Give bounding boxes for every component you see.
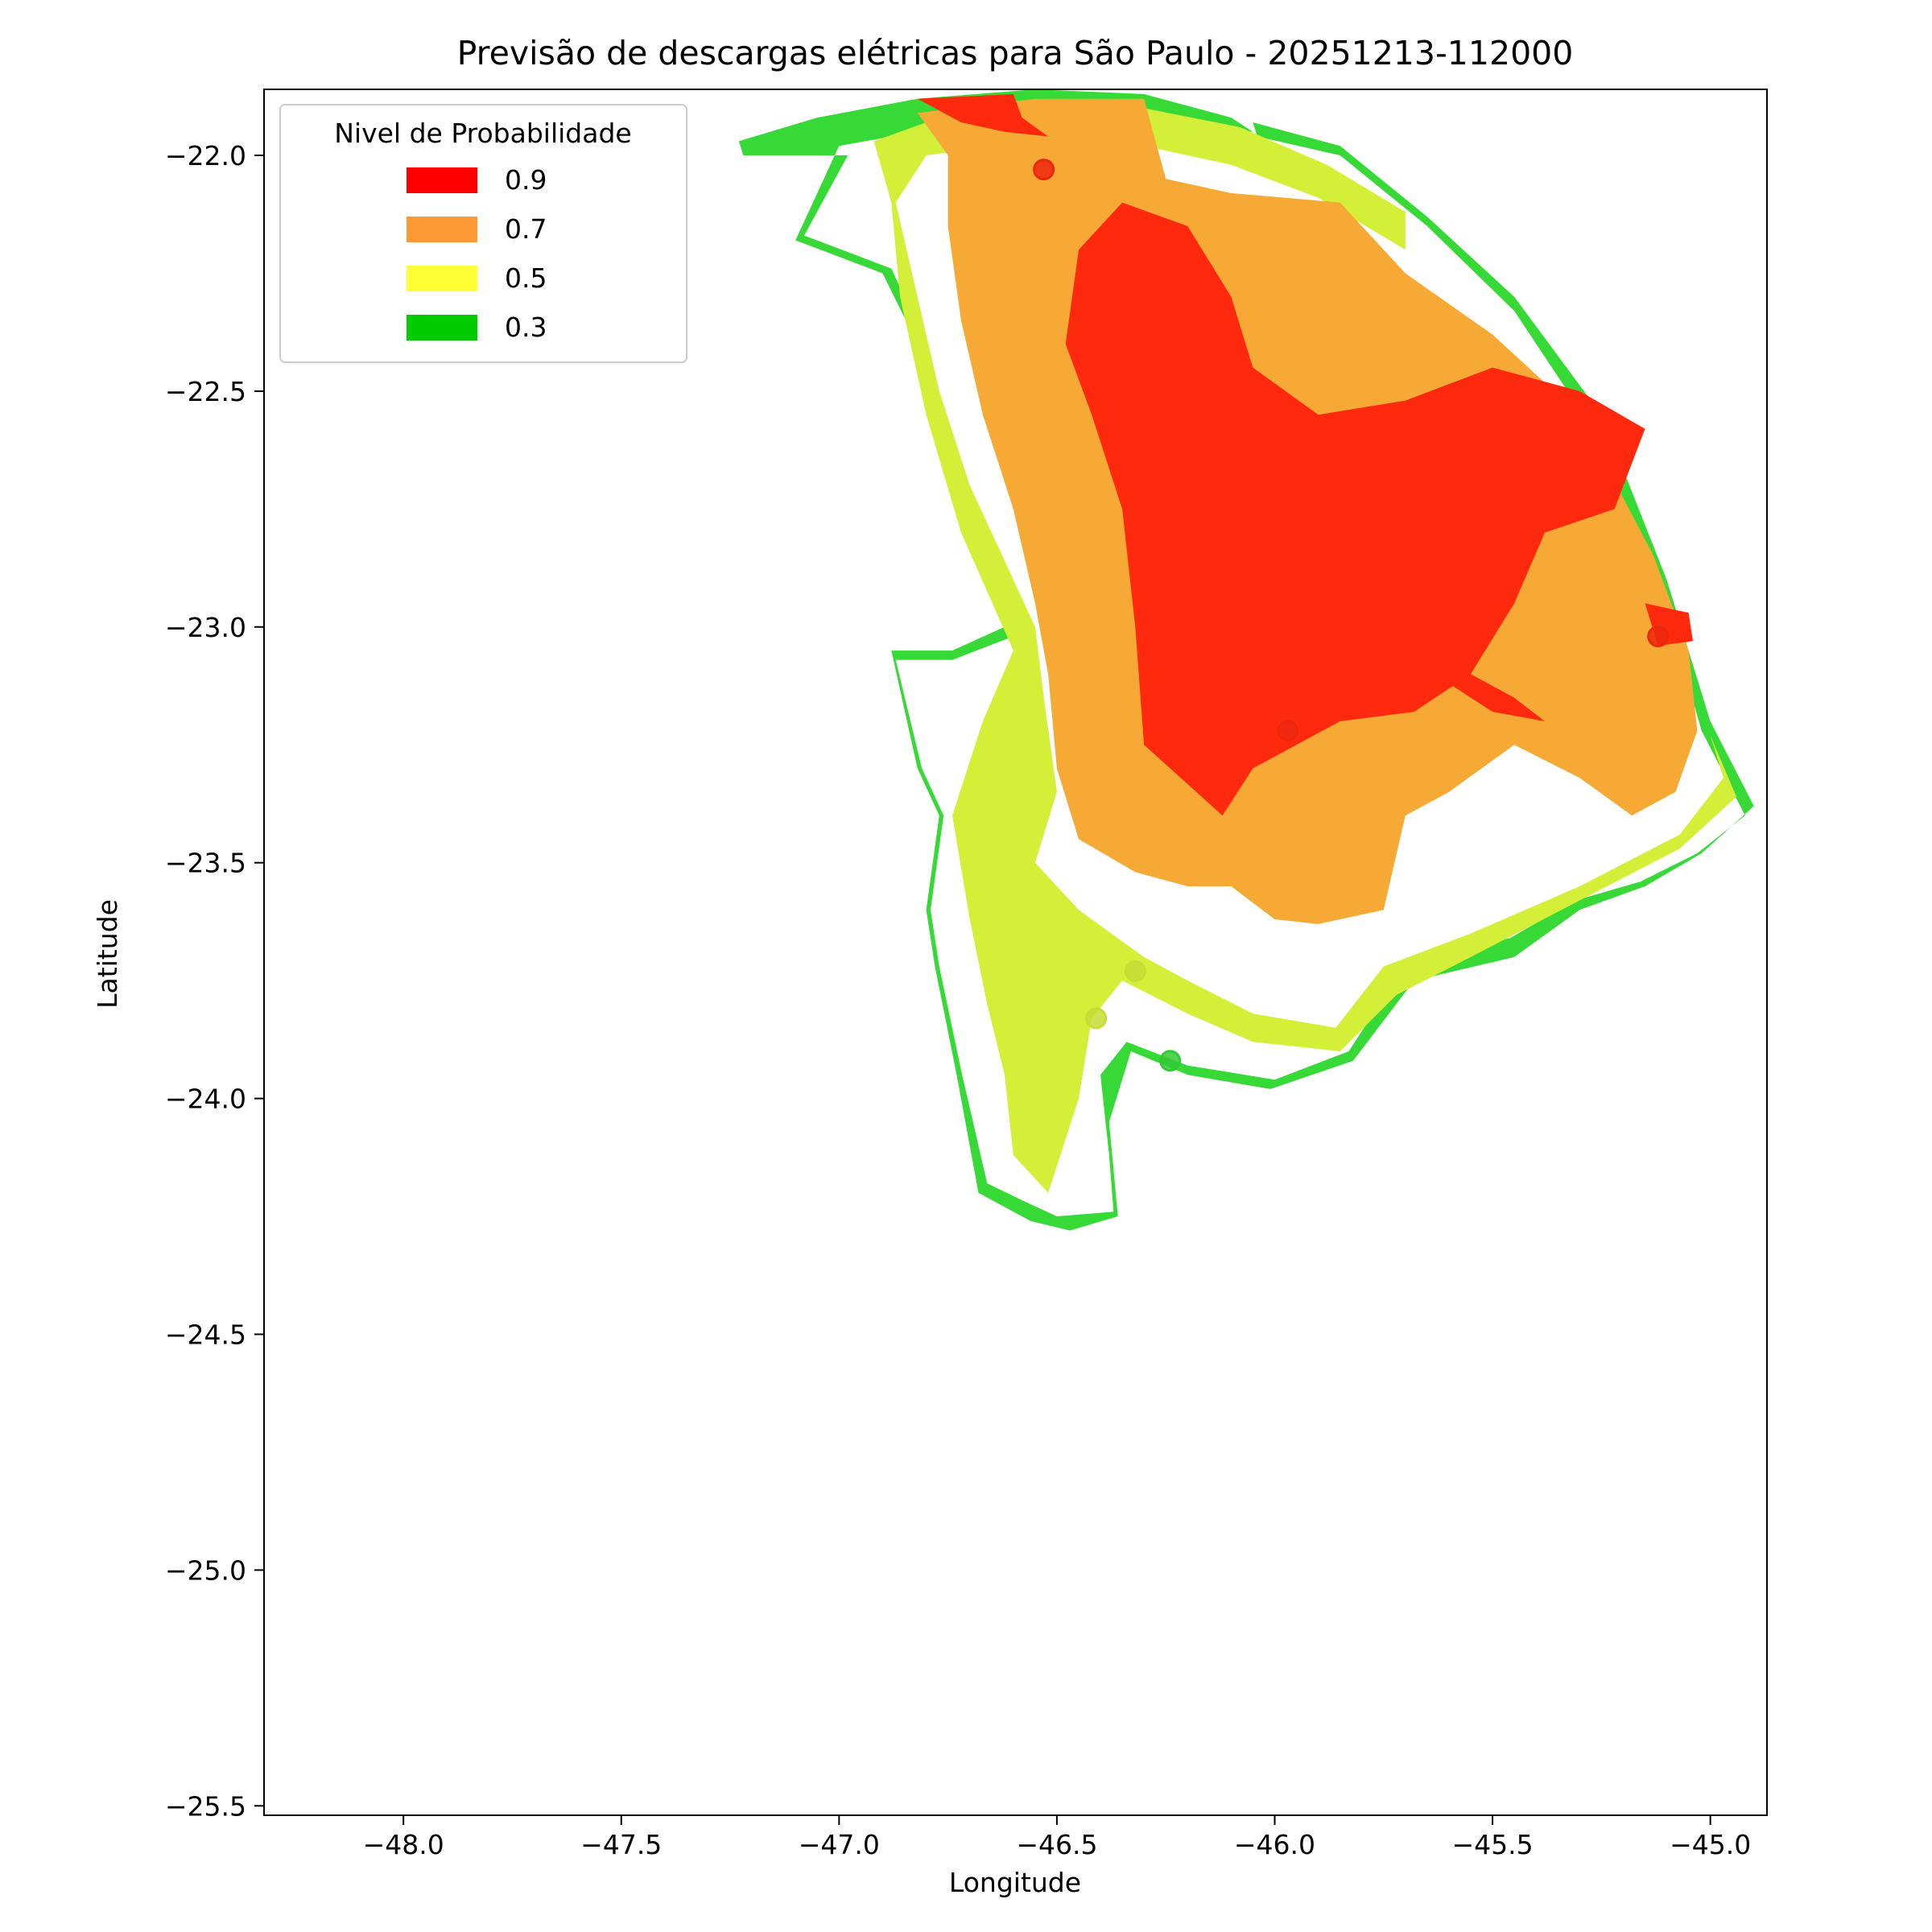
region-09-3 [1440, 650, 1545, 721]
legend-box [279, 104, 687, 363]
y-tick-label-1: −22.5 [165, 376, 246, 407]
region-09-1 [1065, 202, 1645, 816]
x-axis-label: Longitude [949, 1867, 1081, 1898]
markers [1033, 159, 1670, 1072]
x-tick-label-2: −47.0 [799, 1829, 880, 1860]
legend-label-05: 0.5 [505, 262, 547, 294]
x-tick-label-4: −46.0 [1234, 1829, 1315, 1860]
y-axis-label: Latitude [92, 899, 123, 1009]
region-05-0 [873, 108, 1737, 1193]
region-03-0 [738, 89, 1754, 1231]
legend-label-03: 0.3 [505, 312, 547, 343]
y-tick-label-3: −23.5 [165, 848, 246, 879]
legend-swatch-03 [407, 315, 477, 341]
marker-3 [1124, 960, 1146, 982]
legend-swatch-09 [407, 167, 477, 193]
legend-title: Nivel de Probabilidade [334, 118, 631, 149]
legend-label-07: 0.7 [505, 213, 547, 245]
probability-regions [738, 89, 1754, 1231]
x-tick-label-0: −48.0 [363, 1829, 444, 1860]
y-tick-label-6: −25.0 [165, 1554, 246, 1586]
y-tick-label-7: −25.5 [165, 1790, 246, 1822]
legend-swatch-07 [407, 217, 477, 242]
marker-4 [1085, 1007, 1108, 1030]
legend-swatch-05 [407, 266, 477, 291]
marker-1 [1277, 720, 1299, 742]
legend: Nivel de Probabilidade 0.9 0.7 0.5 0.3 [279, 104, 687, 363]
y-tick-label-5: −24.5 [165, 1319, 246, 1350]
marker-2 [1647, 625, 1670, 648]
x-tick-label-3: −46.5 [1016, 1829, 1097, 1860]
x-axis: −48.0 −47.5 −47.0 −46.5 −46.0 −45.5 −45.0 [363, 1815, 1751, 1860]
x-tick-label-6: −45.0 [1670, 1829, 1751, 1860]
marker-5 [1159, 1050, 1182, 1072]
y-tick-label-0: −22.0 [165, 140, 246, 171]
y-tick-label-4: −24.0 [165, 1084, 246, 1115]
legend-label-09: 0.9 [505, 164, 547, 196]
x-tick-label-1: −47.5 [580, 1829, 662, 1860]
y-axis: −22.0 −22.5 −23.0 −23.5 −24.0 −24.5 −25.0 −25.5 [165, 140, 264, 1822]
region-09-0 [917, 93, 1049, 137]
plot-frame [263, 89, 1768, 1816]
chart-title: Previsão de descargas elétricas para São… [457, 34, 1574, 72]
x-tick-label-5: −45.5 [1451, 1829, 1533, 1860]
y-tick-label-2: −23.0 [165, 612, 246, 643]
marker-0 [1033, 159, 1055, 181]
